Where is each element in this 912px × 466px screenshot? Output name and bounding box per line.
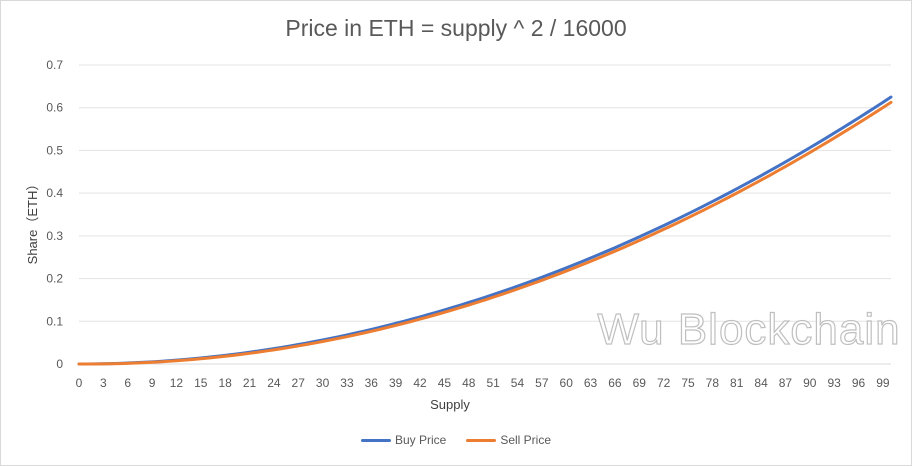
y-tick-label: 0.6	[46, 101, 63, 115]
x-tick-label: 57	[535, 376, 549, 390]
x-tick-label: 72	[657, 376, 671, 390]
x-tick-label: 75	[681, 376, 695, 390]
x-tick-label: 9	[149, 376, 156, 390]
x-tick-label: 45	[438, 376, 452, 390]
y-tick-label: 0.5	[46, 143, 63, 157]
x-tick-label: 15	[194, 376, 208, 390]
y-tick-label: 0	[56, 357, 63, 371]
x-tick-label: 21	[243, 376, 257, 390]
x-tick-label: 60	[560, 376, 574, 390]
x-tick-label: 3	[100, 376, 107, 390]
y-axis-title: Share（ETH）	[25, 178, 40, 265]
x-tick-label: 93	[827, 376, 841, 390]
x-tick-label: 66	[608, 376, 622, 390]
x-tick-label: 6	[124, 376, 131, 390]
x-tick-label: 18	[218, 376, 232, 390]
x-tick-label: 30	[316, 376, 330, 390]
x-axis-title: Supply	[430, 397, 470, 412]
x-tick-label: 54	[511, 376, 525, 390]
x-tick-label: 48	[462, 376, 476, 390]
x-tick-label: 84	[754, 376, 768, 390]
x-tick-label: 78	[706, 376, 720, 390]
x-tick-label: 0	[76, 376, 83, 390]
x-tick-label: 69	[633, 376, 647, 390]
y-tick-label: 0.7	[46, 58, 63, 72]
x-tick-label: 33	[340, 376, 354, 390]
x-tick-label: 12	[170, 376, 184, 390]
x-tick-label: 81	[730, 376, 744, 390]
y-axis-ticks: 0 0.1 0.2 0.3 0.4 0.5 0.6 0.7	[46, 58, 63, 371]
x-tick-label: 87	[779, 376, 793, 390]
y-tick-label: 0.3	[46, 229, 63, 243]
x-tick-label: 96	[852, 376, 866, 390]
x-tick-label: 90	[803, 376, 817, 390]
legend-item-sell[interactable]: Sell Price	[466, 433, 551, 447]
legend-swatch-buy	[360, 438, 391, 442]
legend: Buy Price Sell Price	[1, 433, 911, 447]
x-tick-label: 39	[389, 376, 403, 390]
legend-item-buy[interactable]: Buy Price	[360, 433, 447, 447]
x-tick-label: 24	[267, 376, 281, 390]
x-axis-ticks: 0 3 6 9 12 15 18 21 24 27 30 33 36 39 42 45 48 51 54 57 60 63…	[76, 376, 890, 390]
x-tick-label: 36	[365, 376, 379, 390]
x-tick-label: 99	[876, 376, 890, 390]
y-tick-label: 0.2	[46, 272, 63, 286]
x-tick-label: 42	[413, 376, 427, 390]
watermark-text: Wu Blockchain	[597, 305, 900, 354]
legend-label-sell: Sell Price	[500, 433, 552, 447]
x-tick-label: 27	[292, 376, 306, 390]
x-tick-label: 63	[584, 376, 598, 390]
series-line-sell	[77, 100, 893, 366]
gridlines	[79, 64, 891, 365]
y-tick-label: 0.4	[46, 186, 63, 200]
legend-label-buy: Buy Price	[394, 433, 447, 447]
y-tick-label: 0.1	[46, 314, 63, 328]
chart-title: Price in ETH = supply ^ 2 / 16000	[285, 15, 627, 41]
x-tick-label: 51	[486, 376, 500, 390]
legend-swatch-sell	[466, 438, 497, 442]
series-lines	[77, 95, 893, 366]
